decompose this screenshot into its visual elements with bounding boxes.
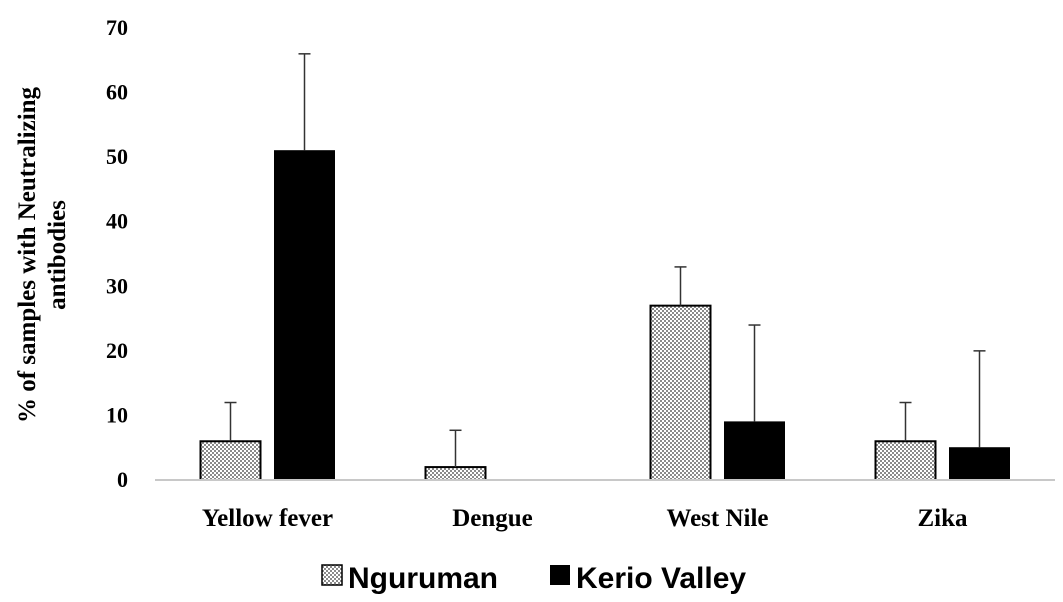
y-axis-title: % of samples with Neutralizing antibodie… bbox=[14, 86, 71, 423]
error-bars-group bbox=[224, 53, 986, 468]
category-labels: Yellow fever Dengue West Nile Zika bbox=[202, 505, 968, 532]
bar-nguruman-west-nile bbox=[649, 304, 712, 481]
y-axis-title-line-1: % of samples with Neutralizing bbox=[14, 86, 41, 423]
bar-nguruman-dengue bbox=[424, 466, 487, 482]
legend-label-kerio-valley: Kerio Valley bbox=[576, 562, 746, 595]
legend-item-nguruman: Nguruman bbox=[321, 562, 498, 595]
bars-group bbox=[199, 150, 1010, 482]
y-tick-labels: 0 10 20 30 40 50 60 70 bbox=[106, 15, 128, 492]
y-tick-label-50: 50 bbox=[106, 144, 128, 169]
y-tick-label-70: 70 bbox=[106, 15, 128, 40]
category-label-zika: Zika bbox=[917, 505, 968, 532]
legend-label-nguruman: Nguruman bbox=[348, 562, 498, 595]
y-tick-label-0: 0 bbox=[117, 467, 128, 492]
y-axis-title-line-2: antibodies bbox=[44, 200, 71, 310]
y-tick-label-60: 60 bbox=[106, 80, 128, 105]
y-tick-label-40: 40 bbox=[106, 209, 128, 234]
bar-kerio-valley-west-nile bbox=[724, 421, 785, 481]
category-label-dengue: Dengue bbox=[452, 505, 533, 532]
legend-swatch-kerio-valley bbox=[550, 565, 570, 585]
y-tick-label-30: 30 bbox=[106, 273, 128, 298]
bar-nguruman-zika bbox=[874, 440, 937, 481]
legend-item-kerio-valley: Kerio Valley bbox=[550, 562, 746, 595]
category-label-yellow-fever: Yellow fever bbox=[202, 505, 333, 532]
bar-nguruman-yellow-fever bbox=[199, 440, 262, 481]
bar-kerio-valley-zika bbox=[949, 447, 1010, 481]
legend: Nguruman Kerio Valley bbox=[321, 562, 746, 595]
y-tick-label-10: 10 bbox=[106, 402, 128, 427]
bar-kerio-valley-yellow-fever bbox=[274, 150, 335, 481]
legend-swatch-nguruman bbox=[321, 564, 343, 586]
y-tick-label-20: 20 bbox=[106, 338, 128, 363]
category-label-west-nile: West Nile bbox=[666, 505, 768, 532]
